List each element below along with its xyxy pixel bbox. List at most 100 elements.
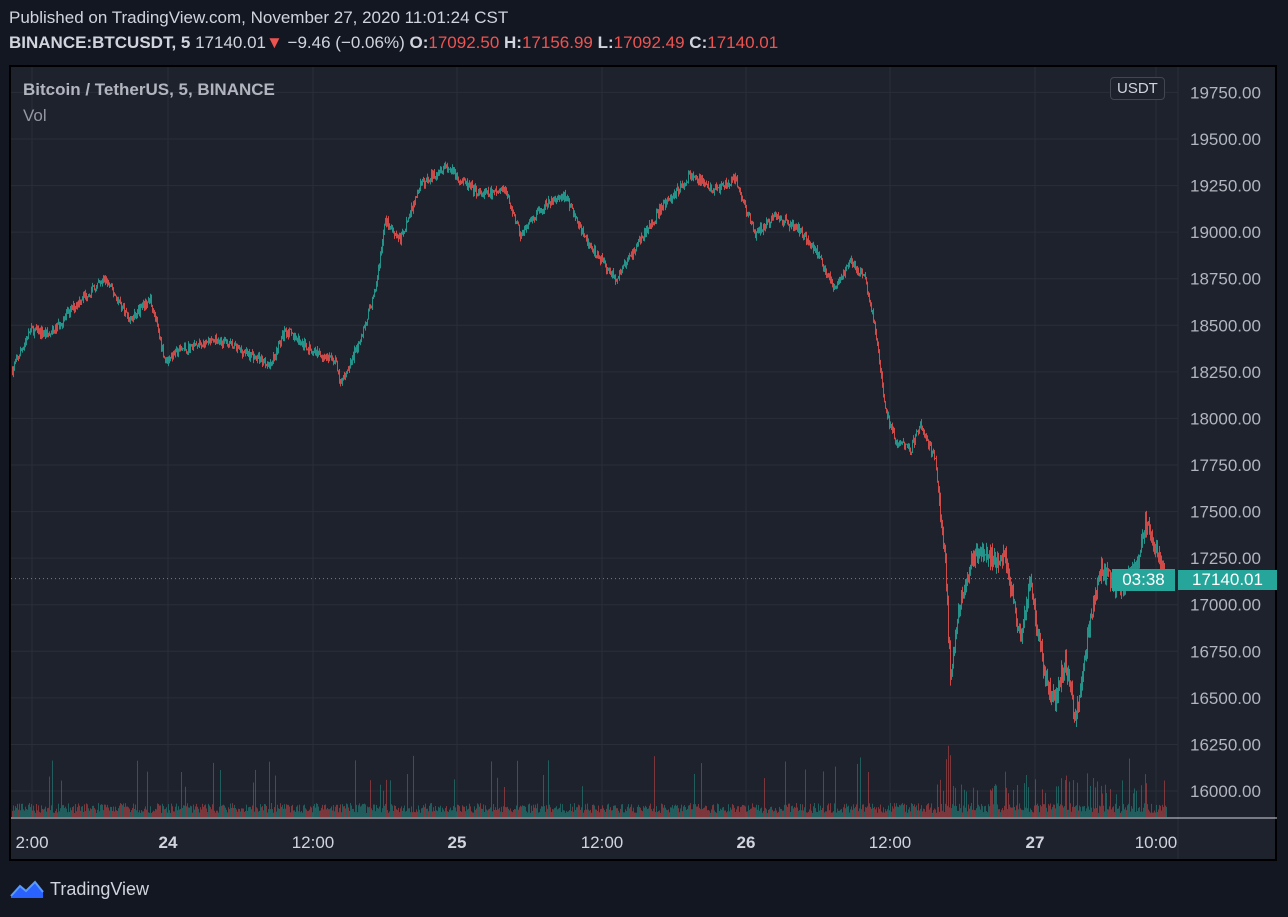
volume-bar <box>219 806 220 817</box>
volume-bar <box>1071 811 1072 817</box>
volume-bar <box>663 807 664 817</box>
volume-bar <box>1128 803 1129 817</box>
volume-bar <box>396 809 397 817</box>
volume-bar <box>392 805 393 817</box>
volume-bar <box>1113 806 1114 817</box>
volume-bar <box>301 810 302 817</box>
volume-bar <box>963 805 964 817</box>
volume-bar <box>447 811 448 817</box>
volume-bar <box>210 807 211 817</box>
volume-bar <box>624 812 625 817</box>
volume-bar <box>1068 809 1069 817</box>
volume-bar <box>1140 811 1141 817</box>
volume-bar <box>406 810 407 817</box>
volume-bar <box>439 807 440 817</box>
volume-bar <box>845 808 846 817</box>
volume-bar <box>1147 804 1148 817</box>
volume-bar <box>699 807 700 817</box>
currency-button[interactable]: USDT <box>1110 77 1165 100</box>
volume-bar <box>177 810 178 817</box>
volume-bar <box>252 805 253 817</box>
volume-bar <box>491 761 492 817</box>
volume-bar <box>332 810 333 817</box>
volume-bar <box>955 787 956 817</box>
volume-bar <box>23 809 24 817</box>
volume-bar <box>89 810 90 817</box>
volume-bar <box>587 803 588 817</box>
volume-bar <box>1131 806 1132 817</box>
volume-bar <box>852 809 853 817</box>
volume-bar <box>466 805 467 817</box>
volume-bar <box>1102 793 1103 817</box>
close-label: C: <box>689 33 708 52</box>
volume-bar <box>810 803 811 817</box>
volume-bar <box>45 806 46 817</box>
volume-bar <box>296 806 297 817</box>
volume-bar <box>515 809 516 817</box>
volume-bar <box>209 805 210 817</box>
volume-bar <box>721 809 722 817</box>
volume-bar <box>1040 804 1041 817</box>
volume-bar <box>737 806 738 817</box>
volume-bar <box>1065 780 1066 817</box>
volume-bar <box>763 810 764 817</box>
volume-bar <box>1159 805 1160 817</box>
volume-bar <box>185 786 186 817</box>
volume-bar <box>429 805 430 817</box>
volume-bar <box>622 804 623 817</box>
volume-bar <box>1045 792 1046 817</box>
volume-bar <box>755 807 756 817</box>
volume-bar <box>1109 806 1110 817</box>
volume-bar <box>240 811 241 817</box>
volume-bar <box>1105 784 1106 817</box>
volume-bar <box>1008 793 1009 817</box>
volume-bar <box>641 810 642 817</box>
volume-bar <box>315 807 316 817</box>
volume-bar <box>441 811 442 817</box>
volume-bar <box>600 809 601 817</box>
volume-bar <box>974 810 975 817</box>
volume-bar <box>604 810 605 817</box>
volume-bar <box>1035 779 1036 817</box>
volume-bar <box>1164 780 1165 817</box>
x-tick-label: 10:00 <box>1135 833 1178 852</box>
volume-bar <box>710 812 711 817</box>
change: −9.46 (−0.06%) <box>287 33 405 52</box>
volume-bar <box>298 811 299 817</box>
volume-bar <box>1148 809 1149 817</box>
volume-bar <box>250 806 251 817</box>
volume-bar <box>266 806 267 817</box>
volume-bar <box>27 809 28 817</box>
volume-bar <box>527 812 528 817</box>
volume-bar <box>472 812 473 817</box>
volume-bar <box>946 759 947 817</box>
y-tick-label: 18000.00 <box>1190 409 1261 428</box>
x-tick-label: 12:00 <box>581 833 624 852</box>
volume-legend: Vol <box>23 106 47 125</box>
volume-bar <box>57 812 58 817</box>
chart-pane[interactable] <box>9 65 1277 861</box>
volume-bar <box>154 811 155 817</box>
volume-bar <box>108 807 109 817</box>
volume-bar <box>367 806 368 817</box>
volume-bar <box>603 808 604 817</box>
volume-bar <box>404 805 405 817</box>
volume-bar <box>424 807 425 817</box>
volume-bar <box>838 810 839 817</box>
volume-bar <box>714 810 715 817</box>
volume-bar <box>405 811 406 817</box>
volume-bar <box>1041 806 1042 817</box>
volume-bar <box>288 804 289 817</box>
volume-bar <box>788 803 789 817</box>
volume-bar <box>996 785 997 817</box>
volume-bar <box>770 807 771 817</box>
volume-bar <box>661 803 662 817</box>
volume-bar <box>348 807 349 817</box>
volume-bar <box>960 808 961 817</box>
volume-bar <box>679 812 680 817</box>
volume-bar <box>951 808 952 817</box>
volume-bar <box>578 804 579 817</box>
volume-bar <box>275 775 276 817</box>
volume-bar <box>152 811 153 817</box>
